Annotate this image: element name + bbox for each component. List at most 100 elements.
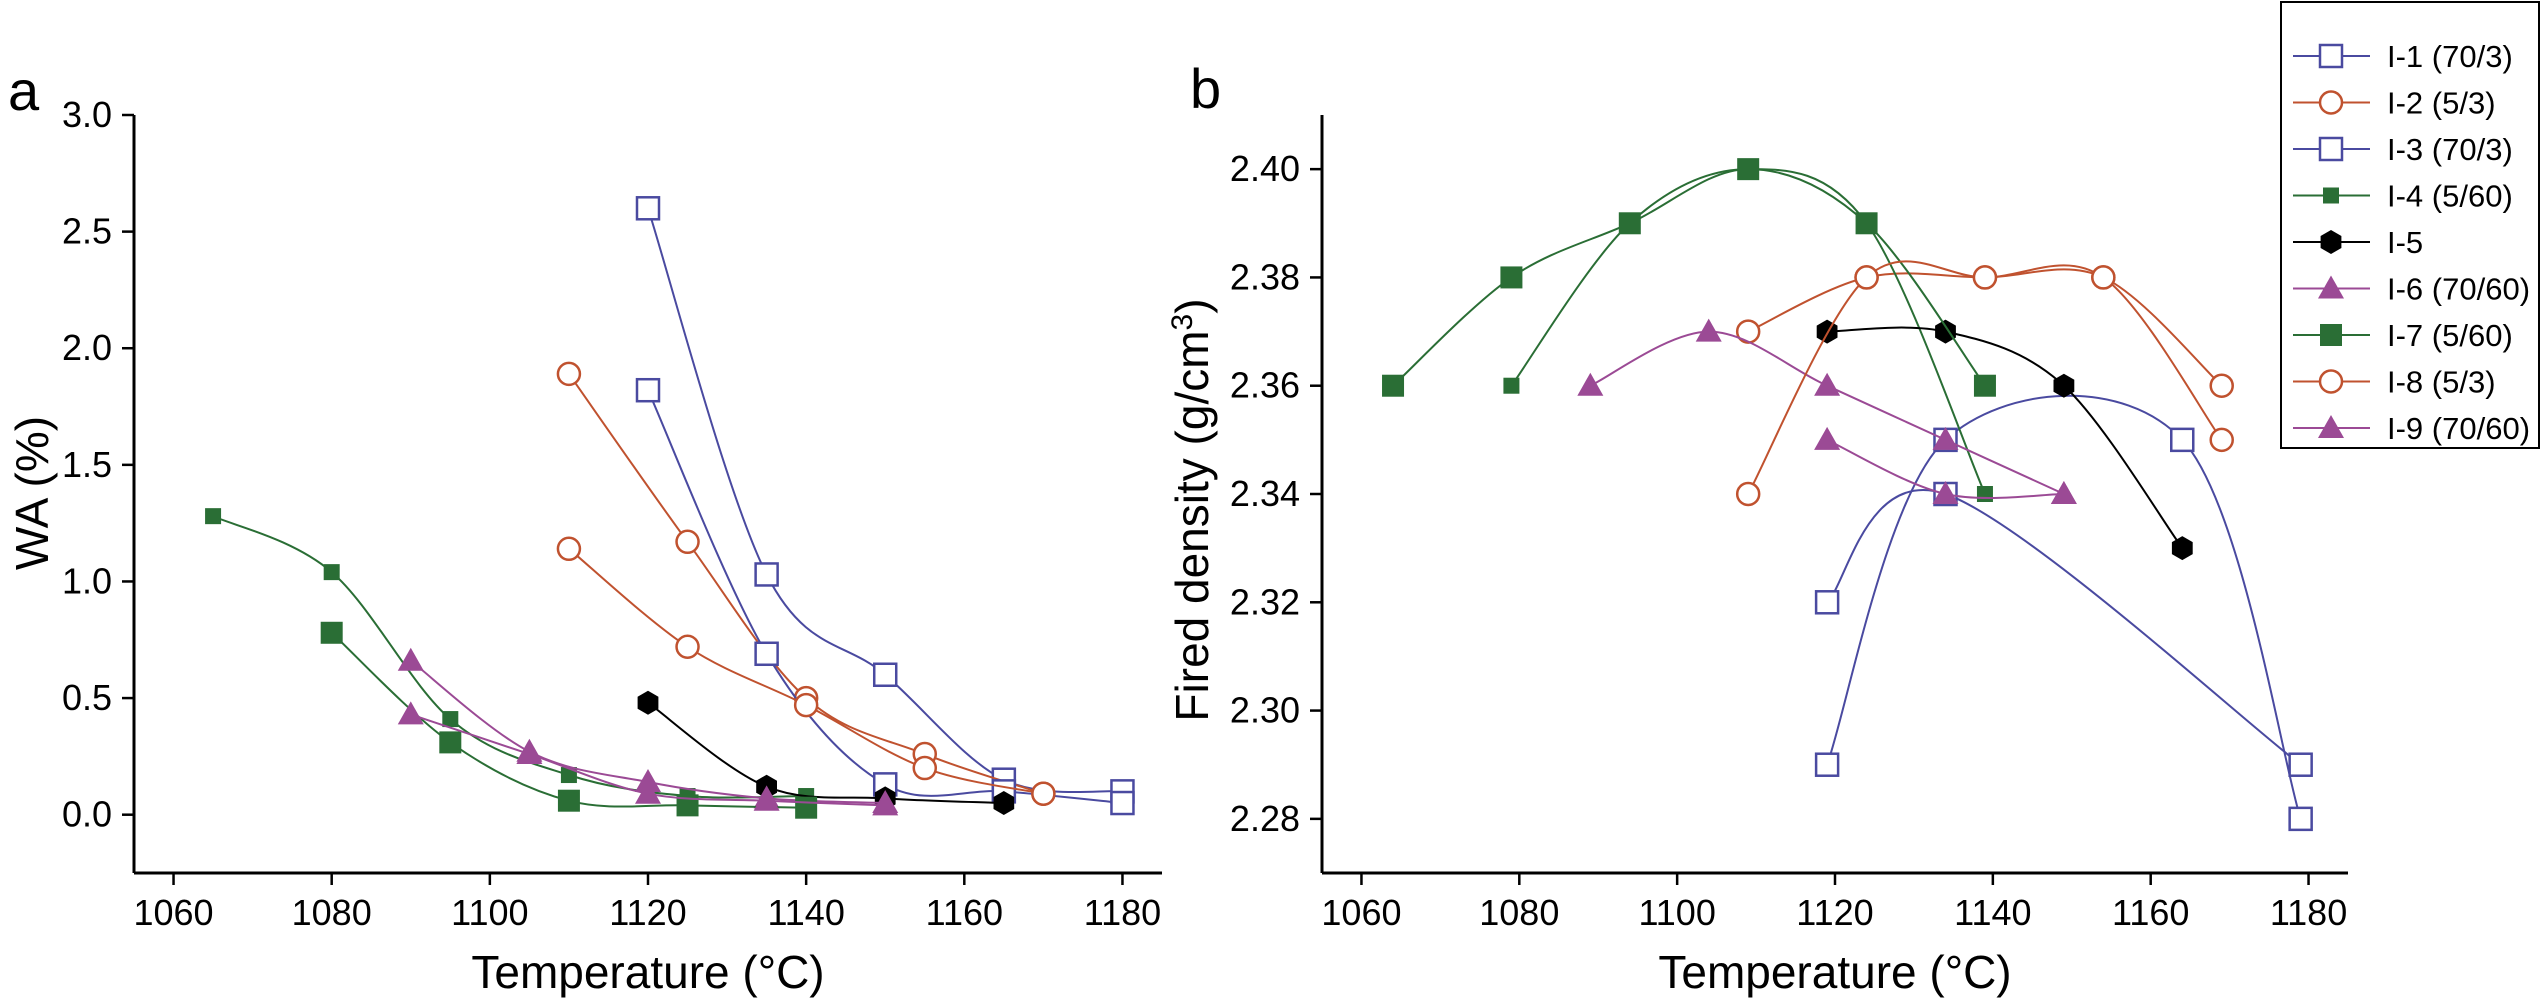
- panel-a-point-i-8-5-3: [1031, 781, 1056, 806]
- legend-label: I-4 (5/60): [2387, 179, 2513, 214]
- panel-a-series: [205, 196, 1135, 819]
- panel-a-point-i-2-5-3: [556, 361, 582, 387]
- panel-a-x-tick-label: 1100: [451, 892, 528, 933]
- panel-a-y-tick-label: 0.0: [62, 794, 112, 835]
- panel-b-point-i-4-5-60: [1976, 486, 1993, 502]
- panel-b-series-line-i-1-70-3: [1826, 394, 2302, 820]
- panel-b-series-i-5: [1816, 319, 2193, 561]
- panel-b-point-i-8-5-3: [2209, 427, 2234, 453]
- panel-a-point-i-8-5-3: [556, 536, 582, 562]
- panel-b-y-tick-label: 2.38: [1230, 256, 1300, 297]
- panel-a-point-i-6-70-60: [397, 647, 424, 671]
- legend-marker: [2320, 230, 2342, 254]
- panel-a-point-i-8-5-3: [793, 692, 819, 718]
- legend-marker: [2318, 136, 2344, 162]
- panel-a-series-i-2-5-3: [556, 361, 1056, 806]
- panel-a-x-tick-label: 1180: [1084, 892, 1161, 933]
- panel-b-x-tick-label: 1120: [1796, 892, 1873, 933]
- panel-a-point-i-7-5-60: [320, 621, 343, 644]
- panel-a-point-i-4-5-60: [323, 564, 340, 581]
- legend-marker: [2320, 324, 2342, 346]
- panel-b-point-i-3-70-3: [1814, 590, 1840, 615]
- panel-a-point-i-4-5-60: [205, 508, 222, 525]
- panel-a-x-axis-label: Temperature (°C): [471, 946, 824, 998]
- panel-b-point-i-6-70-60: [1814, 372, 1841, 396]
- panel-b-series-line-i-3-70-3: [1826, 489, 2302, 766]
- panel-a-y-tick-label: 1.5: [62, 444, 112, 485]
- panel-a-x-tick-label: 1160: [926, 892, 1003, 933]
- panel-b-point-i-5: [2171, 536, 2193, 561]
- legend: I-1 (70/3) I-2 (5/3) I-3 (70/3) I-4 (5/60) I…: [2280, 1, 2540, 449]
- panel-b-series-line-i-7-5-60: [1392, 168, 1986, 387]
- panel-a-y-tick-label: 2.5: [62, 211, 112, 252]
- panel-a-y-tick-label: 2.0: [62, 327, 112, 368]
- panel-b-point-i-8-5-3: [2091, 265, 2116, 290]
- panel-a-point-i-8-5-3: [675, 634, 700, 660]
- panel-a-point-i-3-70-3: [635, 377, 661, 403]
- panel-b-point-i-7-5-60: [1855, 212, 1878, 235]
- panel-a-point-i-9-70-60: [753, 787, 780, 811]
- panel-b-x-tick-label: 1160: [2112, 892, 2189, 933]
- panel-b-point-i-6-70-60: [1695, 318, 1722, 342]
- legend-item-i-1-70-3: I-1 (70/3): [2293, 39, 2513, 74]
- panel-b-point-i-3-70-3: [2288, 752, 2313, 777]
- panel-a-label: a: [8, 59, 40, 122]
- legend-label: I-6 (70/60): [2387, 272, 2530, 307]
- panel-b-x-tick-label: 1060: [1321, 892, 1401, 933]
- panel-b-point-i-6-70-60: [1577, 372, 1604, 396]
- panel-b-y-tick-label: 2.40: [1230, 148, 1300, 189]
- panel-b-y-axis-label-main: Fired density (g/cm: [1166, 330, 1218, 721]
- legend-label: I-3 (70/3): [2387, 132, 2513, 167]
- legend-item-i-2-5-3: I-2 (5/3): [2293, 86, 2496, 121]
- panel-b-series: [1382, 158, 2313, 832]
- panel-b-point-i-5: [2053, 373, 2075, 398]
- panel-b-series-i-8-5-3: [1735, 260, 2234, 507]
- panel-a-x-ticks: 1060 1080 1100 1120 1140 1160 1180: [133, 873, 1161, 933]
- panel-b-y-axis-label-tail: ): [1166, 298, 1218, 313]
- panel-a-point-i-6-70-60: [635, 769, 661, 793]
- legend-item-i-5: I-5: [2293, 225, 2423, 260]
- panel-a-point-i-9-70-60: [516, 741, 543, 765]
- panel-b-y-tick-label: 2.36: [1230, 365, 1300, 406]
- panel-a-x-tick-label: 1120: [609, 892, 686, 933]
- panel-b-series-line-i-5: [1827, 326, 2184, 549]
- panel-a-point-i-1-70-3: [872, 662, 898, 688]
- panel-b-y-ticks: 2.28 2.30 2.32 2.34 2.36 2.38 2.40: [1230, 148, 1322, 839]
- panel-a-series-i-8-5-3: [556, 536, 1056, 806]
- panel-b-point-i-8-5-3: [1972, 265, 1998, 290]
- legend-label: I-2 (5/3): [2387, 86, 2496, 121]
- panel-a-point-i-1-70-3: [754, 562, 779, 587]
- panel-a-x-tick-label: 1140: [767, 892, 844, 933]
- panel-a-series-line-i-1-70-3: [647, 207, 1123, 794]
- panel-b-x-tick-label: 1100: [1638, 892, 1715, 933]
- panel-b-point-i-8-5-3: [1854, 265, 1879, 290]
- panel-a-point-i-9-70-60: [635, 780, 661, 804]
- panel-b-y-axis-label-sup: 3: [1166, 314, 1199, 331]
- legend-marker: [2318, 369, 2344, 394]
- panel-a-series-line-i-8-5-3: [568, 548, 1044, 795]
- panel-a-y-tick-label: 3.0: [62, 94, 112, 135]
- panel-a-series-i-1-70-3: [635, 196, 1135, 804]
- panel-b-point-i-9-70-60: [1932, 481, 1959, 504]
- panel-a-series-line-i-4-5-60: [212, 515, 807, 799]
- panel-a-y-tick-label: 1.0: [62, 560, 112, 601]
- panel-a-y-tick-label: 0.5: [62, 677, 112, 718]
- legend-label: I-8 (5/3): [2387, 365, 2496, 400]
- legend-marker: [2318, 275, 2344, 299]
- panel-b-x-ticks: 1060 1080 1100 1120 1140 1160 1180: [1321, 873, 2347, 933]
- panel-b-series-i-1-70-3: [1814, 394, 2313, 832]
- panel-b-point-i-4-5-60: [1503, 377, 1520, 394]
- panel-a-series-i-4-5-60: [205, 508, 815, 805]
- panel-b-point-i-5: [1935, 319, 1956, 344]
- panel-b-point-i-7-5-60: [1382, 374, 1405, 397]
- panel-a-point-i-5: [637, 690, 659, 715]
- panel-b-label: b: [1190, 57, 1221, 120]
- panel-b-y-tick-label: 2.34: [1230, 473, 1300, 514]
- panel-b-series-line-i-6-70-60: [1589, 330, 2065, 495]
- legend-item-i-7-5-60: I-7 (5/60): [2293, 318, 2513, 353]
- panel-a-point-i-3-70-3: [754, 641, 779, 667]
- panel-b-x-tick-label: 1140: [1954, 892, 2031, 933]
- panel-b-x-tick-label: 1180: [2270, 892, 2347, 933]
- panel-a-series-line-i-5: [647, 701, 1004, 804]
